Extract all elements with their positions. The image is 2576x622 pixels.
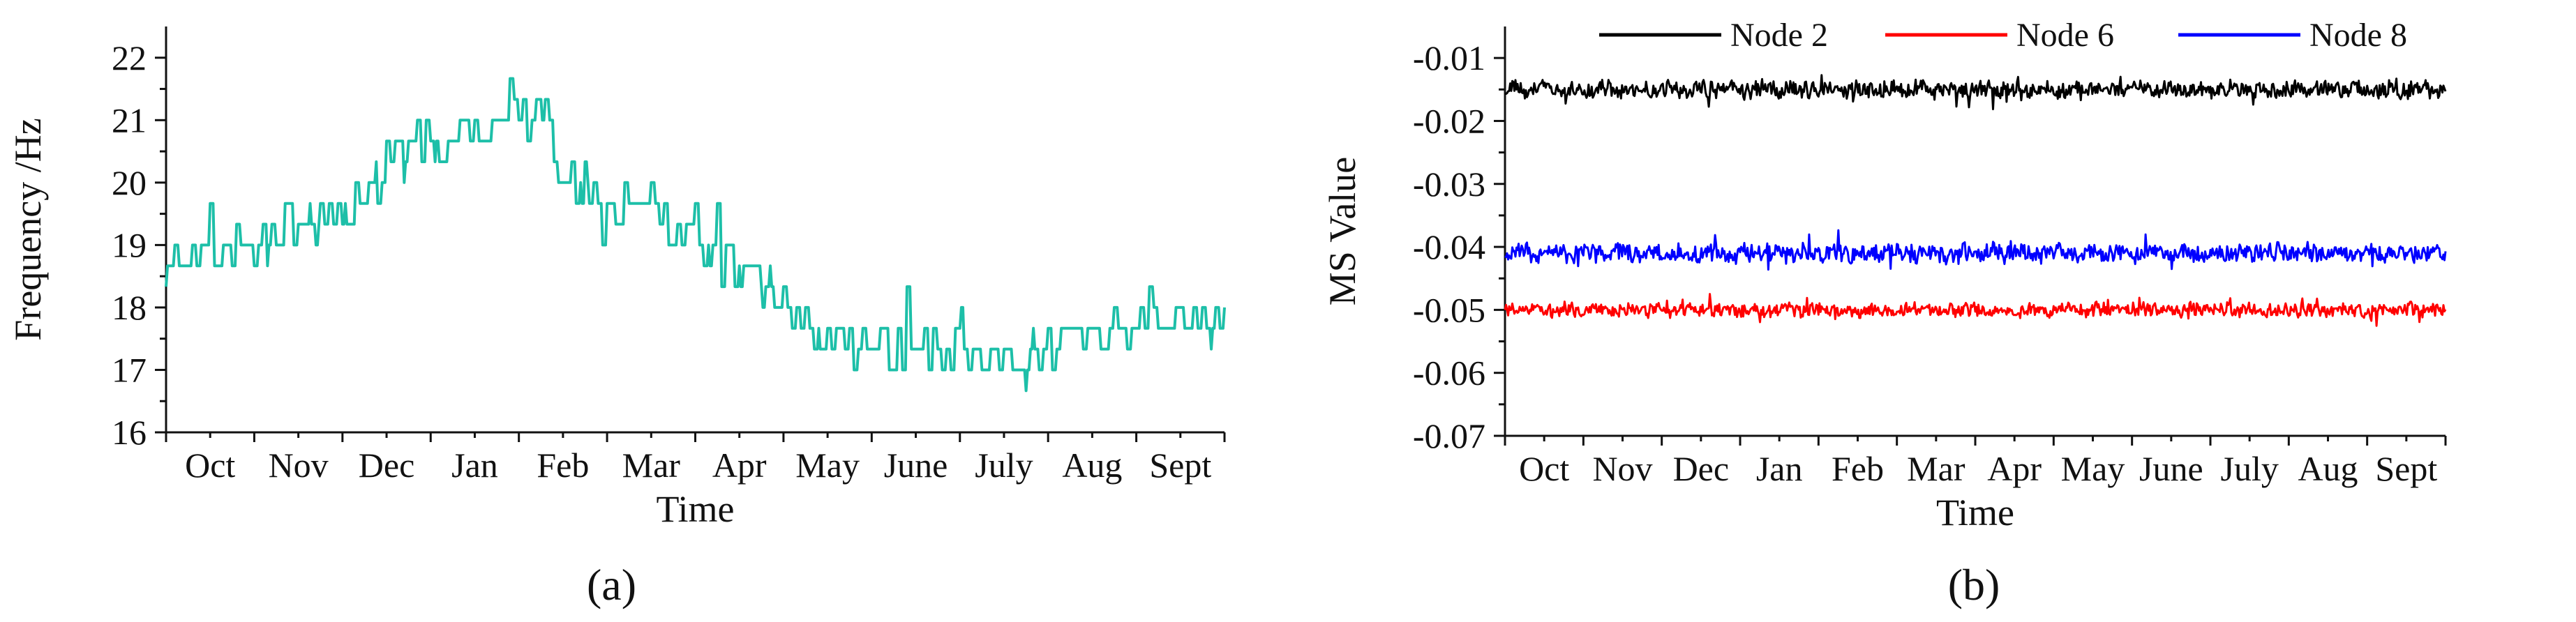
b-y-axis-ticks: -0.01 -0.02 -0.03 -0.04 -0.05 -0.06 -0.07 bbox=[1413, 38, 1505, 455]
b-axis-frame bbox=[1504, 26, 2446, 437]
a-x-tick-label: Jan bbox=[451, 446, 498, 485]
a-x-tick-label: Feb bbox=[537, 446, 589, 485]
b-x-axis-title: Time bbox=[1936, 492, 2014, 533]
a-x-tick-label: Apr bbox=[712, 446, 767, 485]
a-x-axis-title: Time bbox=[656, 488, 734, 530]
a-y-tick-label: 18 bbox=[112, 288, 147, 327]
b-x-tick-label: Oct bbox=[1519, 449, 1569, 488]
b-x-tick-label: July bbox=[2220, 449, 2278, 488]
a-x-tick-label: July bbox=[975, 446, 1033, 485]
b-x-tick-label: Sept bbox=[2375, 449, 2437, 488]
legend-label-node-2: Node 2 bbox=[1730, 17, 1828, 54]
b-y-tick-label: -0.05 bbox=[1413, 290, 1485, 329]
a-x-tick-label: Aug bbox=[1062, 446, 1122, 485]
a-series-group bbox=[165, 77, 1226, 393]
a-axis-frame bbox=[165, 26, 1225, 434]
b-y-tick-label: -0.04 bbox=[1413, 227, 1485, 266]
b-x-tick-label: Aug bbox=[2298, 449, 2358, 488]
legend-label-node-6: Node 6 bbox=[2016, 17, 2114, 54]
a-y-tick-label: 19 bbox=[112, 225, 147, 264]
a-y-tick-label: 16 bbox=[112, 413, 147, 452]
b-x-tick-label: Nov bbox=[1592, 449, 1652, 488]
b-x-tick-label: May bbox=[2061, 449, 2125, 488]
chart-panel-b: -0.01 -0.02 -0.03 -0.04 -0.05 -0.06 -0.07 Oct N… bbox=[1321, 17, 2447, 609]
b-legend: Node 2 Node 6 Node 8 bbox=[1599, 17, 2407, 54]
b-x-tick-label: Dec bbox=[1673, 449, 1730, 488]
panel-label-b: (b) bbox=[1948, 560, 2000, 609]
b-x-tick-label: Apr bbox=[1987, 449, 2042, 488]
a-series-line-frequency bbox=[165, 77, 1226, 393]
b-y-tick-label: -0.01 bbox=[1413, 38, 1485, 77]
a-y-axis-ticks: 16 17 18 19 20 21 22 bbox=[112, 38, 166, 452]
b-series-line-node-8 bbox=[1504, 229, 2447, 271]
a-x-tick-label: Nov bbox=[269, 446, 329, 485]
b-series-group bbox=[1504, 74, 2447, 327]
a-y-tick-label: 17 bbox=[112, 350, 147, 389]
b-y-tick-label: -0.03 bbox=[1413, 165, 1485, 204]
a-y-tick-label: 22 bbox=[112, 38, 147, 77]
a-x-tick-label: June bbox=[884, 446, 948, 485]
chart-panel-a: 16 17 18 19 20 21 22 Oct Nov Dec Jan Feb Mar Apr May J… bbox=[7, 26, 1226, 609]
a-y-axis-title: Frequency /Hz bbox=[7, 118, 49, 340]
b-y-axis-title: MS Value bbox=[1321, 157, 1363, 306]
a-x-tick-label: May bbox=[795, 446, 860, 485]
b-series-line-node-6 bbox=[1504, 293, 2447, 327]
a-x-tick-label: Sept bbox=[1149, 446, 1211, 485]
a-y-tick-label: 21 bbox=[112, 100, 147, 139]
panel-label-a: (a) bbox=[587, 560, 636, 609]
a-y-tick-label: 20 bbox=[112, 163, 147, 202]
legend-label-node-8: Node 8 bbox=[2309, 17, 2407, 54]
a-x-tick-label: Mar bbox=[622, 446, 681, 485]
b-x-tick-label: June bbox=[2139, 449, 2203, 488]
b-y-tick-label: -0.06 bbox=[1413, 354, 1485, 393]
a-x-tick-label: Oct bbox=[185, 446, 235, 485]
b-y-tick-label: -0.07 bbox=[1413, 416, 1485, 455]
b-x-tick-label: Feb bbox=[1832, 449, 1884, 488]
a-x-axis-ticks: Oct Nov Dec Jan Feb Mar Apr May June July Aug Sept bbox=[165, 432, 1226, 485]
b-x-tick-label: Jan bbox=[1756, 449, 1803, 488]
b-series-line-node-2 bbox=[1504, 74, 2447, 111]
b-y-tick-label: -0.02 bbox=[1413, 101, 1485, 140]
b-x-axis-ticks: Oct Nov Dec Jan Feb Mar Apr May June July Aug Sept bbox=[1504, 436, 2447, 488]
a-x-tick-label: Dec bbox=[359, 446, 415, 485]
b-x-tick-label: Mar bbox=[1907, 449, 1965, 488]
